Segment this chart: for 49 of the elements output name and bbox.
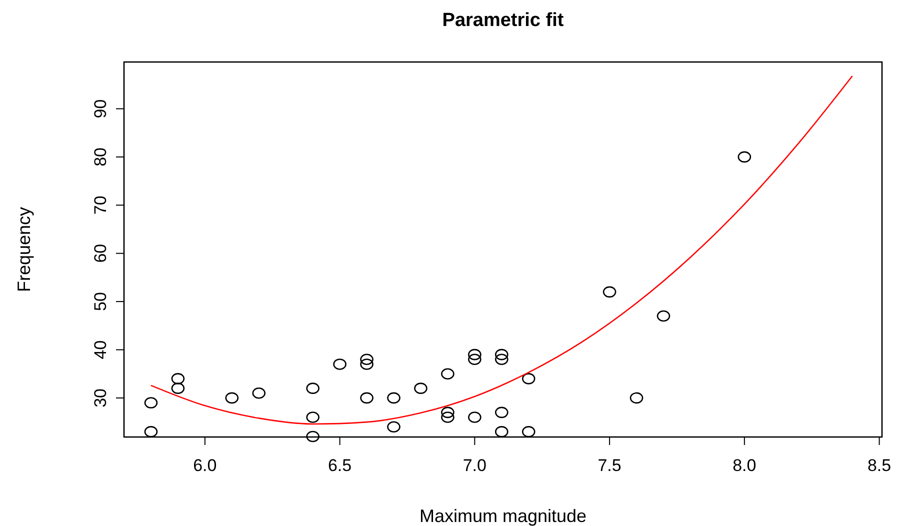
point xyxy=(171,373,185,384)
y-tick-label: 50 xyxy=(91,292,110,312)
y-tick-label: 90 xyxy=(91,99,110,118)
point xyxy=(441,406,454,418)
point xyxy=(522,373,536,384)
point xyxy=(414,382,428,394)
point xyxy=(360,392,374,404)
x-tick-label: 6.0 xyxy=(193,456,217,475)
y-tick-label: 70 xyxy=(91,196,110,215)
point xyxy=(468,412,482,423)
point xyxy=(495,354,508,366)
x-axis-title: Maximum magnitude xyxy=(419,506,587,526)
point xyxy=(360,354,374,366)
y-tick-label: 60 xyxy=(91,244,110,263)
point xyxy=(495,348,508,360)
point xyxy=(387,421,400,433)
point xyxy=(387,392,400,404)
point xyxy=(306,412,320,423)
point xyxy=(441,368,454,380)
point xyxy=(522,426,536,438)
point xyxy=(495,406,508,418)
x-tick-label: 8.5 xyxy=(867,456,892,475)
point xyxy=(252,387,266,399)
point xyxy=(738,151,752,163)
x-tick-label: 7.0 xyxy=(462,456,486,475)
point xyxy=(495,426,508,438)
chart-title: Parametric fit xyxy=(442,10,564,31)
point xyxy=(656,310,670,322)
point xyxy=(306,430,320,442)
y-tick-label: 80 xyxy=(91,147,110,166)
point xyxy=(171,382,185,394)
point xyxy=(225,392,239,404)
y-tick-label: 30 xyxy=(91,388,110,408)
point xyxy=(630,392,644,404)
point xyxy=(441,412,454,423)
x-tick-label: 6.5 xyxy=(328,456,352,475)
point xyxy=(144,426,158,438)
point xyxy=(306,382,320,394)
y-tick-label: 40 xyxy=(91,340,110,360)
point xyxy=(360,358,374,370)
x-tick-label: 8.0 xyxy=(732,456,756,475)
line-series xyxy=(150,75,853,425)
point xyxy=(144,397,158,408)
x-tick-label: 7.5 xyxy=(598,456,622,475)
point xyxy=(468,348,482,360)
point xyxy=(468,354,482,366)
point xyxy=(333,358,346,370)
point xyxy=(602,286,616,298)
y-axis-title: Frequency xyxy=(14,206,34,292)
